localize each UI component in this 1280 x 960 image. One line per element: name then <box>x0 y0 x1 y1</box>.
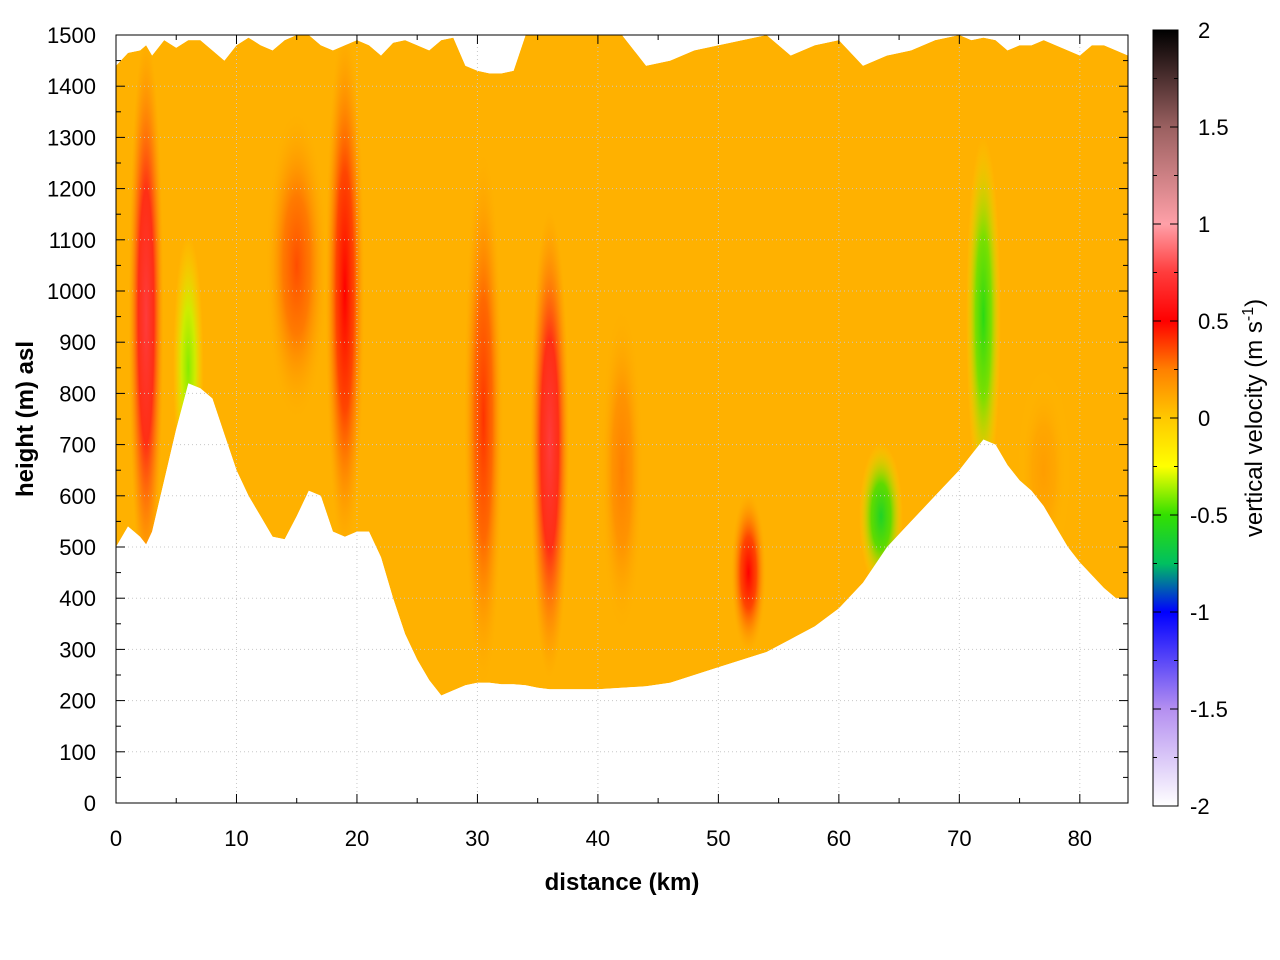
colorbar-tick-label: -2 <box>1190 794 1210 819</box>
y-tick-label: 1400 <box>47 74 96 99</box>
y-tick-label: 300 <box>59 637 96 662</box>
grid <box>116 35 1128 803</box>
y-tick-label: 700 <box>59 433 96 458</box>
colorbar-title: vertical velocity (m s-1) <box>1240 299 1268 537</box>
updraft-band <box>600 303 644 637</box>
updraft-band <box>128 37 164 597</box>
updraft-band <box>731 492 766 653</box>
velocity-envelope <box>116 35 1128 696</box>
x-tick-label: 10 <box>224 826 248 851</box>
x-tick-label: 70 <box>947 826 971 851</box>
updraft-band <box>530 211 570 678</box>
x-tick-labels: 0 10 20 30 40 50 60 70 80 <box>110 826 1092 851</box>
colorbar-tick-label: -0.5 <box>1190 503 1228 528</box>
colorbar-tick-label: -1.5 <box>1190 697 1228 722</box>
x-tick-label: 30 <box>465 826 489 851</box>
colorbar-tick-label: 1 <box>1198 212 1210 237</box>
updraft-band <box>464 152 503 686</box>
y-tick-label: 800 <box>59 381 96 406</box>
y-tick-label: 1100 <box>49 228 96 253</box>
colorbar-tick-label: 0.5 <box>1198 309 1229 334</box>
y-tick-label: 100 <box>59 740 96 765</box>
updraft-band <box>266 112 328 419</box>
colorbar-tick-label: 1.5 <box>1198 115 1229 140</box>
y-tick-label: 1500 <box>47 23 96 48</box>
x-tick-label: 0 <box>110 826 122 851</box>
colorbar-tick-label: 0 <box>1198 406 1210 431</box>
colorbar-tick-label: 2 <box>1198 18 1210 43</box>
colorbar-tick-label: -1 <box>1190 600 1210 625</box>
y-tick-label: 500 <box>59 535 96 560</box>
y-tick-labels: 0 100 200 300 400 500 600 700 800 900 1000 1100 1200… <box>47 23 96 816</box>
x-axis-title: distance (km) <box>545 869 700 896</box>
colorbar-tick-labels: 2 1.5 1 0.5 0 -0.5 -1 -1.5 -2 <box>1190 18 1229 819</box>
y-tick-label: 1000 <box>47 279 96 304</box>
y-tick-label: 900 <box>59 330 96 355</box>
x-tick-label: 60 <box>827 826 851 851</box>
x-tick-label: 20 <box>345 826 369 851</box>
colorbar-ticks <box>1153 29 1178 807</box>
y-tick-label: 0 <box>84 791 96 816</box>
velocity-field <box>116 35 1128 696</box>
y-tick-label: 600 <box>59 484 96 509</box>
colorbar: 2 1.5 1 0.5 0 -0.5 -1 -1.5 -2 vertical velocity … <box>1152 18 1268 819</box>
downdraft-band <box>966 136 1001 497</box>
y-axis-title: height (m) asl <box>12 341 39 497</box>
x-tick-label: 40 <box>586 826 610 851</box>
y-tick-label: 1300 <box>47 125 96 150</box>
x-tick-label: 80 <box>1068 826 1092 851</box>
y-tick-label: 1200 <box>47 177 96 202</box>
y-tick-label: 400 <box>59 586 96 611</box>
axis-ticks <box>115 34 1128 804</box>
x-tick-label: 50 <box>706 826 730 851</box>
y-tick-label: 200 <box>59 689 96 714</box>
